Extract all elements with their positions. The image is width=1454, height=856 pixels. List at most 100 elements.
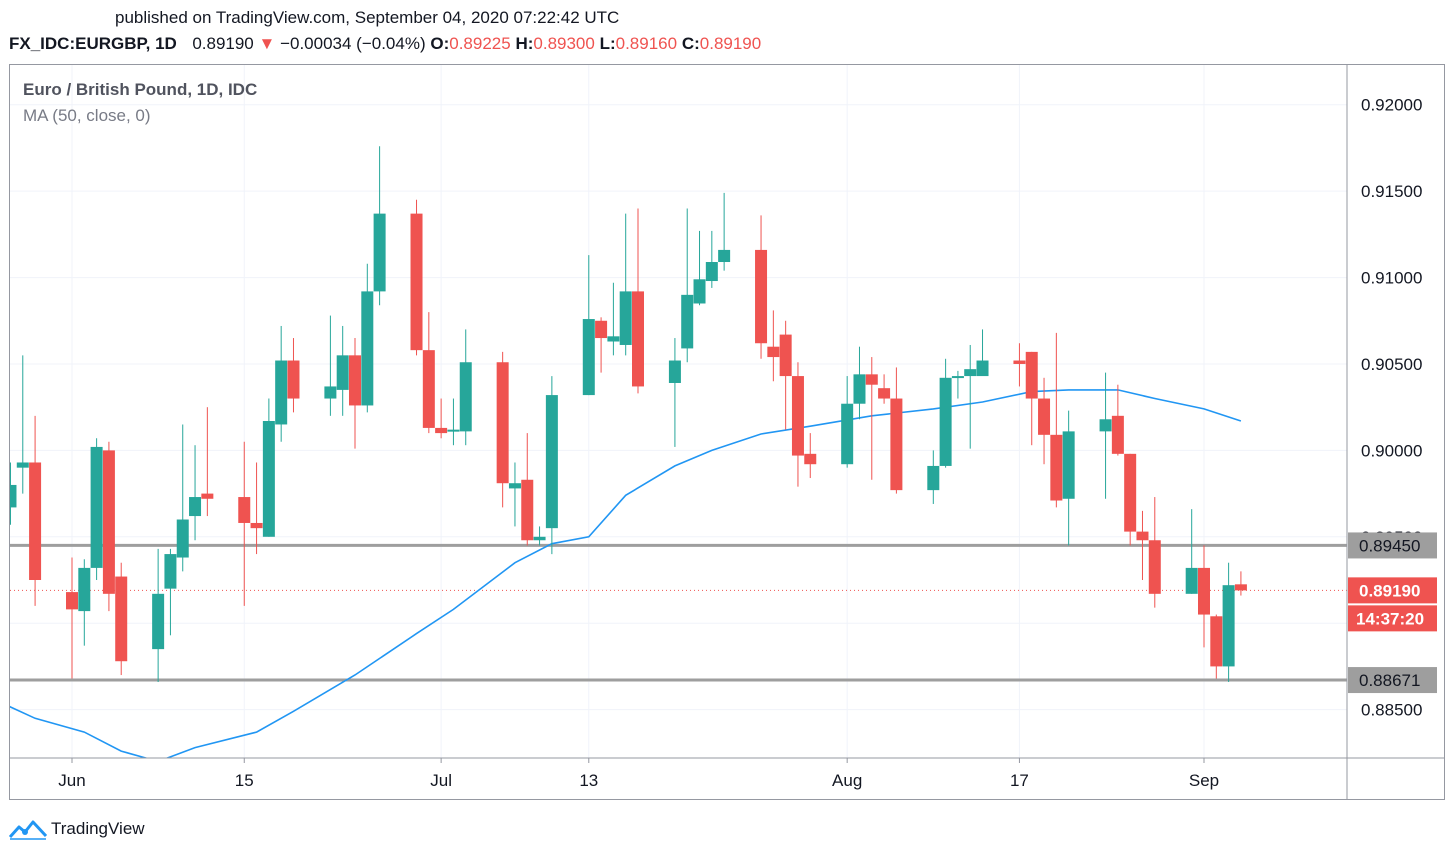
open-label: O: [430,34,450,53]
price-tick-label: 0.92000 [1361,96,1422,115]
candle [533,526,546,546]
candle-body [1222,585,1235,667]
candle-body [668,360,681,383]
candle [189,445,202,541]
candle-body [681,294,694,349]
footer-brand-label: TradingView [51,819,145,838]
candle-body [582,319,595,396]
candle-body [447,429,460,432]
candle [951,370,964,399]
candle [152,548,165,682]
candle [1124,453,1137,546]
candle-body [238,497,251,523]
close-value: 0.89190 [699,34,762,53]
candle-body [1234,584,1247,591]
candle-body [29,462,42,580]
tradingview-logo-icon [9,820,47,840]
candle-body [1038,398,1051,435]
candle [102,441,115,612]
candle [1148,497,1161,608]
candle-body [435,427,448,434]
candle-body [78,567,91,612]
candle [508,462,521,527]
candles-layer [10,146,1247,682]
candle-body [878,388,891,399]
candle [1185,509,1198,594]
candle [804,433,817,479]
candle [1050,332,1063,508]
candle-body [176,519,189,558]
price-tick-label: 0.91000 [1361,269,1422,288]
candle-body [927,465,940,491]
candle-body [336,355,349,390]
candle-body [619,291,632,345]
candle-body [1185,567,1198,594]
candle [10,462,17,525]
candle-body [804,453,817,465]
candle-body [1050,434,1063,501]
candle-body [422,350,435,428]
candle [90,438,103,580]
symbol-name[interactable]: FX_IDC:EURGBP, 1D [9,34,177,53]
chart-legend-indicator[interactable]: MA (50, close, 0) [23,106,151,125]
candle [595,317,608,373]
candle [718,192,731,271]
candle [238,441,251,606]
candle-body [841,403,854,465]
candle-body [10,484,17,508]
candle [78,559,91,646]
candle [1210,614,1223,679]
candle [668,338,681,447]
candle [890,367,903,494]
time-tick-label: Jul [430,771,452,790]
candle [693,230,706,306]
candle-body [275,360,288,425]
candle [767,310,780,382]
candle-body [632,291,644,387]
chart-legend-title[interactable]: Euro / British Pound, 1D, IDC [23,80,258,99]
horizontal-levels [10,543,1347,682]
down-arrow-icon: ▼ [258,34,276,53]
candle-body [1124,453,1137,532]
price-tick-label: 0.90500 [1361,355,1422,374]
candle [115,562,128,676]
candle-body [410,213,423,351]
candle [1136,510,1149,580]
candle-body [755,249,768,344]
candle [853,346,866,420]
candle [250,462,263,555]
candle [1099,372,1112,499]
candle [1013,343,1026,387]
open-value: 0.89225 [449,34,511,53]
high-label: H: [515,34,534,53]
candle-body [607,336,620,342]
level-price-tag [1348,667,1437,694]
candle-body [767,346,780,358]
grid-lines [10,65,1347,758]
candle-body [545,395,558,529]
candle-body [361,291,374,406]
candle-body [533,536,546,541]
candle-body [324,386,337,399]
candle [422,312,435,434]
price-tick-label: 0.90000 [1361,441,1422,460]
candle [1198,545,1210,648]
candle [521,433,534,546]
candle [607,282,620,356]
candle [1222,562,1235,682]
candle [1062,410,1075,546]
chart-frame[interactable] [9,64,1445,800]
candle [939,358,952,468]
time-tick-label: Aug [832,771,862,790]
level-price-label: 0.89450 [1359,536,1420,555]
candle [459,329,472,446]
candle [410,199,423,356]
candle-body [1062,431,1075,499]
candle [361,263,374,413]
candle-body [705,262,718,282]
candle [545,376,558,555]
footer-brand[interactable]: TradingView [9,818,145,840]
candle [755,215,768,359]
candle [632,208,644,394]
